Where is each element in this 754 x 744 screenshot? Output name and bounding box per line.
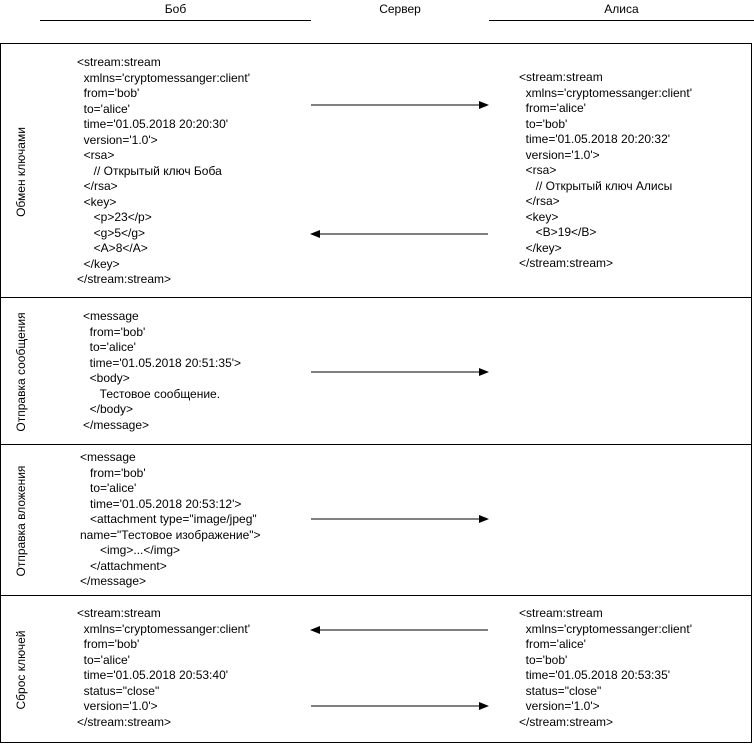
header-bob: Боб	[164, 2, 187, 16]
header-line-alice	[489, 20, 754, 21]
alice-key-exchange-xml: <stream:stream xmlns='cryptomessanger:cl…	[519, 70, 692, 270]
header-alice: Алиса	[604, 2, 639, 16]
bob-message-xml: <message from='bob' to='alice' time='01.…	[83, 309, 242, 432]
bob-attachment-xml: <message from='bob' to='alice' time='01.…	[80, 450, 261, 588]
section-key-exchange: Обмен ключами <stream:stream xmlns='cryp…	[0, 43, 752, 298]
bob-reset-xml: <stream:stream xmlns='cryptomessanger:cl…	[77, 606, 250, 729]
header-line-bob	[40, 20, 311, 21]
header-server: Сервер	[379, 2, 421, 16]
bob-key-exchange-xml: <stream:stream xmlns='cryptomessanger:cl…	[77, 55, 250, 286]
alice-reset-xml: <stream:stream xmlns='cryptomessanger:cl…	[519, 606, 692, 729]
